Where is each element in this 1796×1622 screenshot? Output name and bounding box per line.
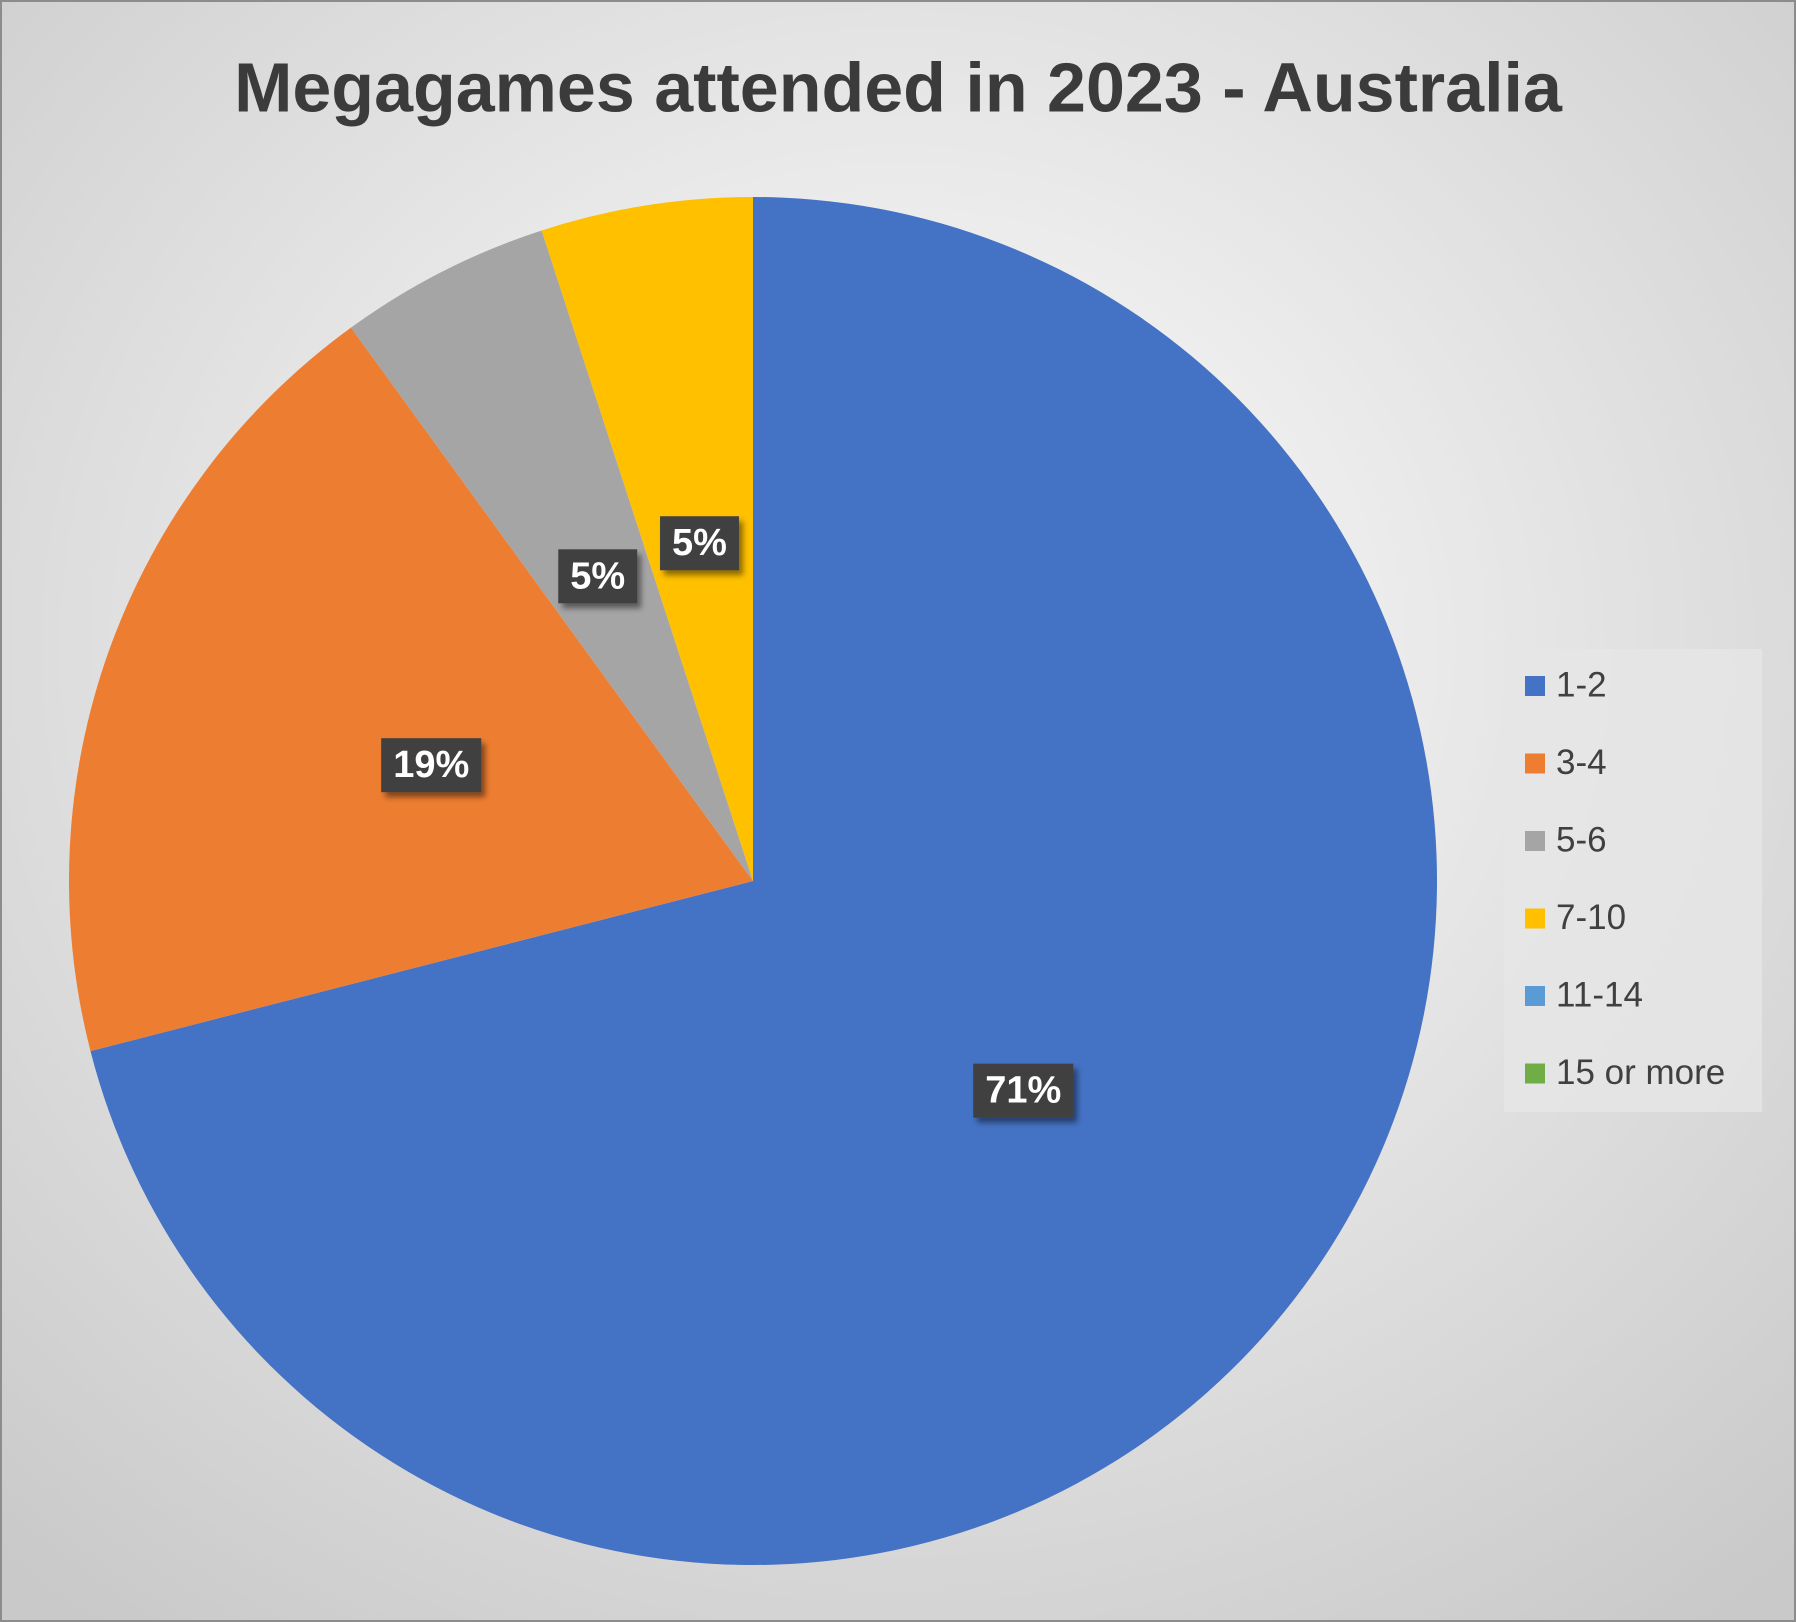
data-label-box [558, 549, 638, 604]
data-label-box [381, 738, 482, 793]
legend-label: 11-14 [1556, 975, 1643, 1014]
data-label-text: 5% [672, 522, 727, 564]
legend-swatch [1525, 1063, 1545, 1084]
pie-slice [350, 230, 753, 881]
pie-slice [68, 327, 753, 1052]
legend-swatch [1525, 753, 1545, 774]
legend-swatch [1525, 908, 1545, 929]
data-label: 71% [973, 1063, 1074, 1118]
legend-label: 5-6 [1556, 820, 1607, 859]
data-label: 5% [558, 549, 638, 604]
data-label-text: 71% [985, 1070, 1061, 1112]
legend-label: 1-2 [1556, 665, 1607, 704]
data-label-text: 5% [570, 555, 625, 597]
data-label: 5% [660, 516, 739, 571]
legend-swatch [1525, 831, 1545, 851]
legend-label: 3-4 [1556, 743, 1607, 782]
data-label: 19% [381, 738, 482, 793]
legend-box [1504, 649, 1762, 1112]
legend-swatch [1525, 986, 1545, 1006]
data-label-text: 19% [393, 744, 469, 786]
legend-label: 7-10 [1556, 898, 1626, 937]
data-label-box [973, 1063, 1074, 1118]
pie-slice [541, 197, 753, 881]
chart-title: Megagames attended in 2023 - Australia [234, 48, 1563, 126]
legend-label: 15 or more [1556, 1053, 1725, 1092]
legend-swatch [1525, 676, 1545, 696]
data-label-box [660, 516, 739, 571]
pie-slice [90, 197, 1437, 1566]
